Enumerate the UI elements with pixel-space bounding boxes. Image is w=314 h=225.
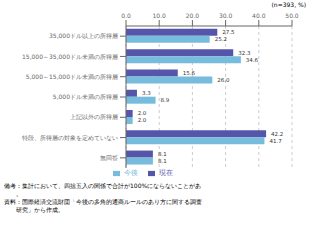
html-text:備考：集計において、四捨五入の関係で合計が100%にならない: 備考：集計において、四捨五入の関係で合計が100%にならないことがあ <box>4 182 202 189</box>
html-text:研究」から作成。: 研究」から作成。 <box>4 206 64 213</box>
svg-text:27.5: 27.5 <box>222 29 235 35</box>
svg-text:8.1: 8.1 <box>158 151 167 157</box>
svg-text:15.6: 15.6 <box>183 70 196 76</box>
svg-text:8.9: 8.9 <box>161 97 170 103</box>
svg-text:5,000～15,000ドル未満の所得層: 5,000～15,000ドル未満の所得層 <box>26 73 118 80</box>
html-text:資料：国際経済交流財団「今後の多角的通商ルールのあり方に関す: 資料：国際経済交流財団「今後の多角的通商ルールのあり方に関する調査 <box>4 198 202 205</box>
svg-text:10.0: 10.0 <box>153 12 167 19</box>
svg-text:0.0: 0.0 <box>121 12 131 19</box>
svg-text:34.6: 34.6 <box>246 57 259 63</box>
svg-text:26.0: 26.0 <box>217 77 230 83</box>
svg-text:41.7: 41.7 <box>269 138 282 144</box>
svg-text:42.2: 42.2 <box>271 131 283 137</box>
svg-text:2.0: 2.0 <box>138 117 147 123</box>
html-text:(n=393, %): (n=393, %) <box>271 1 306 8</box>
svg-text:50.0: 50.0 <box>285 12 299 19</box>
svg-text:3.3: 3.3 <box>142 90 151 96</box>
svg-text:特段、所得層の対象を定めていない: 特段、所得層の対象を定めていない <box>22 134 118 142</box>
svg-text:無回答: 無回答 <box>100 154 118 161</box>
svg-text:40.0: 40.0 <box>252 12 266 19</box>
svg-text:上記以外の所得層: 上記以外の所得層 <box>70 113 118 120</box>
svg-text:35,000ドル以上の所得層: 35,000ドル以上の所得層 <box>49 32 118 39</box>
svg-text:2.0: 2.0 <box>138 110 147 116</box>
svg-text:15,000～35,000ドル未満の所得層: 15,000～35,000ドル未満の所得層 <box>22 53 118 60</box>
html-text:現在: 現在 <box>159 169 173 177</box>
svg-text:32.3: 32.3 <box>238 50 251 56</box>
html-text:今後: 今後 <box>124 169 138 177</box>
svg-text:5,000ドル未満の所得層: 5,000ドル未満の所得層 <box>53 93 118 100</box>
svg-text:8.1: 8.1 <box>158 158 167 164</box>
svg-text:20.0: 20.0 <box>186 12 200 19</box>
svg-text:30.0: 30.0 <box>219 12 233 19</box>
svg-text:25.2: 25.2 <box>215 36 227 42</box>
